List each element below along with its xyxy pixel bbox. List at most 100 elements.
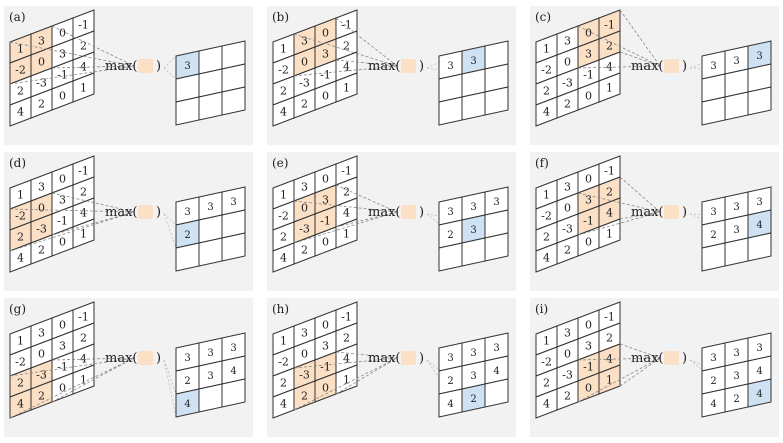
connector-line	[51, 192, 135, 213]
input-value: 1	[606, 82, 613, 95]
input-value: 2	[280, 377, 287, 390]
connector-line	[9, 41, 135, 67]
panel-tag: (i)	[535, 302, 548, 316]
panel-d: (d) 1 3 0 -1 -2 0 3 2 2 -3 -1 4 4 2 0 1 max() 3 3 3 2	[4, 152, 253, 291]
input-value: 2	[564, 390, 571, 403]
input-value: 0	[59, 236, 66, 249]
output-value: 3	[493, 197, 499, 208]
connector-line	[9, 357, 135, 419]
connector-line	[335, 357, 398, 395]
output-value: 3	[470, 202, 476, 213]
input-value: -3	[562, 369, 573, 382]
input-value: -3	[36, 369, 47, 382]
input-value: 1	[80, 374, 87, 387]
output-cell	[438, 242, 463, 272]
panel-tag: (c)	[535, 10, 551, 24]
input-value: 3	[585, 340, 592, 353]
output-value: 3	[493, 343, 499, 354]
output-value: 2	[184, 230, 190, 241]
output-value: 3	[230, 343, 236, 354]
input-value: 1	[543, 189, 550, 202]
output-value: 3	[733, 348, 739, 359]
output-cell	[198, 237, 223, 267]
input-value: 2	[543, 231, 550, 244]
output-value: 4	[493, 366, 499, 377]
input-value: 4	[17, 398, 24, 411]
connector-line	[293, 211, 398, 244]
connector-line	[619, 9, 661, 67]
input-value: 3	[301, 181, 308, 194]
output-value: 3	[184, 207, 190, 218]
max-label: max(	[368, 351, 400, 366]
max-operand-box	[138, 205, 153, 219]
input-value: 3	[59, 340, 66, 353]
max-label: max(	[368, 59, 400, 74]
input-value: 3	[322, 340, 329, 353]
input-cell	[598, 218, 621, 249]
input-value: -3	[36, 223, 47, 236]
input-value: 1	[543, 335, 550, 348]
input-value: 0	[564, 56, 571, 69]
max-label: max(	[105, 351, 137, 366]
input-value: 0	[59, 173, 66, 186]
input-value: -1	[583, 361, 594, 374]
input-value: 4	[606, 207, 613, 220]
input-value: 2	[17, 85, 24, 98]
input-value: 3	[301, 35, 308, 48]
output-value: 4	[756, 366, 762, 377]
output-value: 2	[447, 230, 453, 241]
output-value: 3	[207, 371, 213, 382]
input-value: -1	[583, 69, 594, 82]
input-value: 0	[585, 236, 592, 249]
input-value: 3	[564, 35, 571, 48]
input-value: 4	[17, 106, 24, 119]
output-cell	[484, 378, 509, 408]
connector-line	[9, 65, 135, 85]
max-label: max(	[105, 205, 137, 220]
connector-line	[293, 65, 398, 77]
output-value: 4	[447, 399, 453, 410]
output-value: 2	[710, 376, 716, 387]
input-value: 2	[38, 98, 45, 111]
input-value: 3	[59, 48, 66, 61]
input-value: 2	[301, 244, 308, 257]
input-value: -3	[36, 77, 47, 90]
input-value: 0	[38, 348, 45, 361]
input-value: 0	[585, 27, 592, 40]
max-close-paren: )	[419, 351, 424, 366]
connector-line	[577, 357, 661, 361]
input-value: 2	[17, 231, 24, 244]
input-value: 1	[17, 189, 24, 202]
output-value: 3	[184, 353, 190, 364]
input-value: 2	[301, 98, 308, 111]
output-cell	[484, 86, 509, 116]
input-value: 3	[38, 327, 45, 340]
output-value: 2	[447, 376, 453, 387]
input-value: 0	[585, 319, 592, 332]
connector-line	[51, 211, 135, 236]
input-value: 0	[322, 319, 329, 332]
input-cell	[335, 364, 358, 395]
output-value: 3	[207, 202, 213, 213]
max-close-paren: )	[419, 205, 424, 220]
output-cell	[461, 237, 486, 267]
input-value: 2	[17, 377, 24, 390]
input-value: 4	[17, 252, 24, 265]
output-value: 3	[470, 371, 476, 382]
output-cell	[701, 242, 726, 272]
input-value: 2	[280, 85, 287, 98]
input-value: 3	[38, 35, 45, 48]
input-value: 0	[59, 90, 66, 103]
output-value: 3	[184, 61, 190, 72]
input-value: 4	[543, 252, 550, 265]
input-value: -1	[604, 19, 615, 32]
connector-line	[577, 357, 661, 403]
input-value: 1	[606, 228, 613, 241]
connector-line	[619, 51, 661, 67]
max-operand-box	[664, 59, 679, 73]
output-value: 3	[470, 56, 476, 67]
input-cell	[598, 72, 621, 103]
max-operand-box	[664, 205, 679, 219]
input-value: 4	[543, 106, 550, 119]
